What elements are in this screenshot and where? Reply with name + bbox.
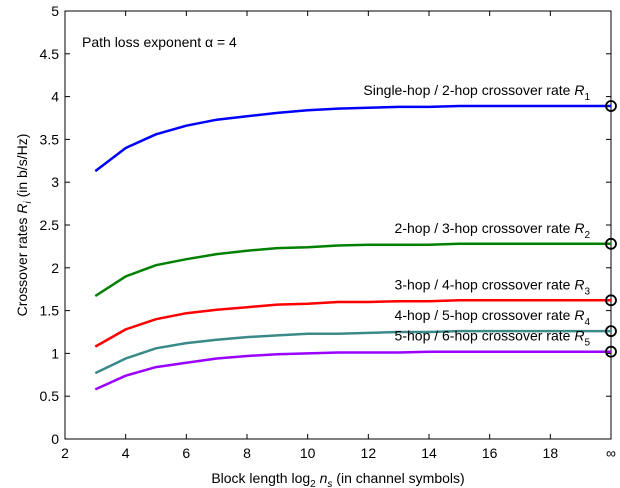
series-label-1: Single-hop / 2-hop crossover rate R1 — [363, 82, 590, 103]
y-axis-ticks: 0 0.5 1 1.5 2 2.5 3 3.5 4 4.5 5 — [40, 3, 611, 447]
limit-markers — [605, 100, 617, 358]
x-tick-label: 8 — [243, 445, 251, 461]
x-tick-label: 16 — [482, 445, 498, 461]
series-line-5 — [94, 350, 611, 391]
y-tick-label: 2.5 — [40, 217, 60, 233]
x-tick-label: 4 — [122, 445, 130, 461]
series-lines — [94, 104, 611, 391]
series-line-4 — [94, 329, 611, 375]
series-line-1 — [94, 104, 611, 173]
y-tick-label: 0.5 — [40, 388, 60, 404]
limit-marker-3 — [605, 294, 617, 307]
series-label-2: 2-hop / 3-hop crossover rate R2 — [395, 220, 591, 241]
y-axis-label: Crossover rates Ri (in b/s/Hz) — [14, 134, 34, 317]
x-tick-label: 2 — [61, 445, 69, 461]
series-line-2 — [94, 242, 611, 298]
y-tick-label: 1.5 — [40, 303, 60, 319]
y-tick-label: 3 — [51, 174, 59, 190]
x-axis-label: Block length log2 ns (in channel symbols… — [211, 470, 464, 488]
series-line-3 — [94, 299, 611, 348]
x-tick-label: 10 — [300, 445, 316, 461]
series-label-5: 5-hop / 6-hop crossover rate R5 — [395, 328, 591, 349]
series-label-3: 3-hop / 4-hop crossover rate R3 — [395, 276, 591, 297]
y-tick-label: 2 — [51, 260, 59, 276]
series-labels: Single-hop / 2-hop crossover rate R1 2-ho… — [363, 82, 590, 349]
y-tick-label: 0 — [51, 431, 59, 447]
x-tick-label: ∞ — [606, 445, 616, 461]
limit-marker-2 — [605, 237, 617, 250]
y-tick-label: 4 — [51, 89, 59, 105]
limit-marker-5 — [605, 345, 617, 358]
x-tick-label: 12 — [361, 445, 377, 461]
x-tick-label: 18 — [543, 445, 559, 461]
limit-marker-1 — [605, 100, 617, 112]
y-tick-label: 5 — [51, 3, 59, 19]
y-tick-label: 4.5 — [40, 46, 60, 62]
x-tick-label: 14 — [421, 445, 437, 461]
y-tick-label: 1 — [51, 345, 59, 361]
limit-marker-4 — [605, 325, 617, 338]
x-tick-label: 6 — [182, 445, 190, 461]
y-tick-label: 3.5 — [40, 131, 60, 147]
series-label-4: 4-hop / 5-hop crossover rate R4 — [395, 307, 591, 328]
path-loss-annotation: Path loss exponent α = 4 — [82, 34, 237, 50]
x-axis-ticks: 2 4 6 8 10 12 14 16 18 ∞ — [61, 11, 616, 461]
